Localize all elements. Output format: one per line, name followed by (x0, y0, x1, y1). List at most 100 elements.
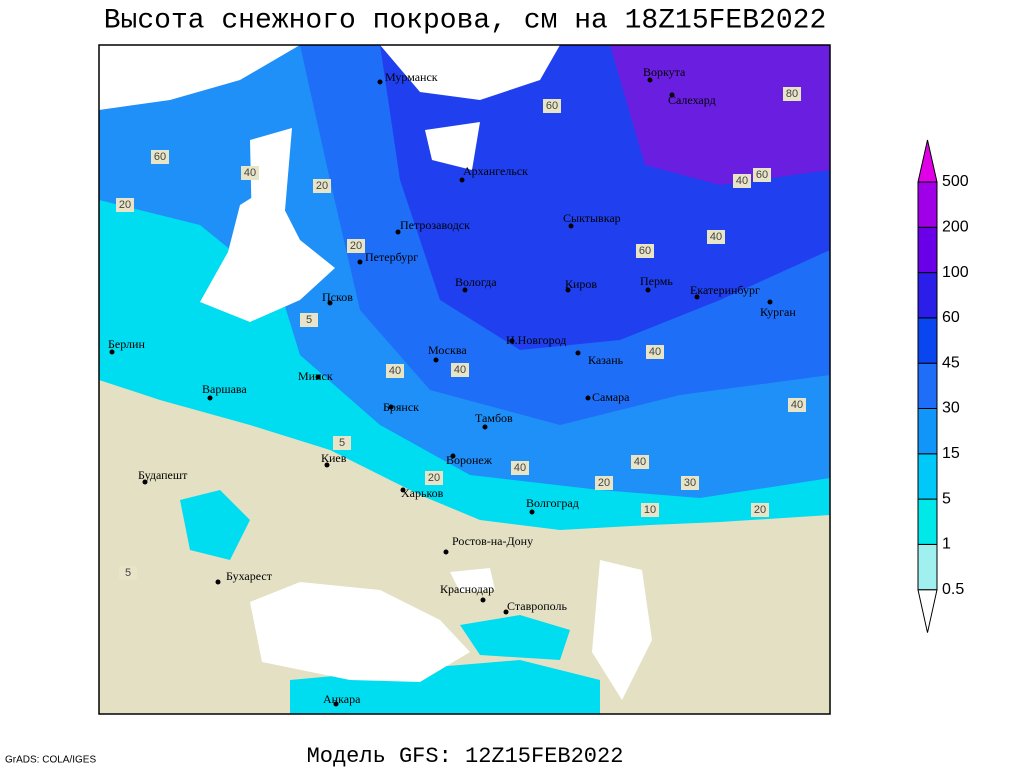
snow-patch (180, 490, 250, 560)
colorbar-label: 45 (942, 354, 960, 371)
city-dot (400, 487, 406, 493)
contour-label: 40 (389, 365, 401, 377)
city-label: Самара (592, 390, 630, 404)
contour-label: 5 (339, 437, 345, 449)
city-dot (315, 374, 321, 380)
city-label: Вологда (455, 275, 497, 289)
city-label: Краснодар (440, 582, 494, 596)
city-dot (357, 259, 363, 265)
contour-label: 5 (125, 567, 131, 579)
colorbar-bottom (917, 589, 938, 633)
city-dot (324, 462, 330, 468)
contour-label-box (151, 150, 169, 164)
colorbar-box (917, 543, 938, 591)
city-label: Брянск (383, 400, 419, 414)
contour-label-box (751, 503, 769, 517)
contour-label-box (707, 230, 725, 244)
contour-label: 20 (428, 472, 440, 484)
colorbar-box (917, 181, 938, 228)
colorbar-label: 5 (942, 490, 951, 507)
contour-label: 20 (316, 180, 328, 192)
colorbar-box (917, 362, 938, 410)
city-label: Псков (322, 290, 353, 304)
city-label: Харьков (401, 486, 444, 500)
city-label: Ставрополь (507, 599, 567, 613)
contour-label-box (333, 436, 351, 450)
contour-label-box (300, 313, 318, 327)
contour-label-box (631, 455, 649, 469)
contour-label: 30 (684, 477, 696, 489)
contour-label: 5 (306, 314, 312, 326)
contour-label-box (641, 503, 659, 517)
city-dot (645, 287, 651, 293)
contour-label-box (386, 364, 404, 378)
contour-label: 40 (736, 175, 748, 187)
contour-label-box (543, 99, 561, 113)
contour-label: 40 (649, 346, 661, 358)
city-label: Салехард (668, 93, 716, 107)
city-label: Мурманск (385, 70, 438, 84)
contour-label-box (119, 566, 137, 580)
colorbar-box (917, 317, 938, 364)
city-label: Петрозаводск (400, 218, 470, 232)
city-dot (480, 597, 486, 603)
city-label: Тамбов (475, 411, 513, 425)
city-dot (443, 549, 449, 555)
contour-label-box (783, 87, 801, 101)
sea (425, 122, 480, 170)
city-label: Екатеринбург (690, 283, 760, 297)
contour-label-box (753, 168, 771, 182)
map-frame (98, 44, 831, 715)
sea (200, 185, 335, 322)
city-dot (377, 79, 383, 85)
city-label: Москва (428, 343, 467, 357)
sea (450, 568, 495, 592)
contour-label-box (116, 198, 134, 212)
city-dot (694, 294, 700, 300)
city-dot (215, 579, 221, 585)
contour-label-box (681, 476, 699, 490)
contour-label: 40 (514, 462, 526, 474)
city-dot (565, 287, 571, 293)
contour-label: 80 (786, 88, 798, 100)
city-dot (482, 424, 488, 430)
city-dot (327, 300, 333, 306)
city-dot (207, 395, 213, 401)
contour-label-box (425, 471, 443, 485)
contour-label: 40 (454, 364, 466, 376)
city-label: Казань (588, 353, 624, 367)
contour-label: 20 (598, 477, 610, 489)
contour-label-box (636, 244, 654, 258)
sea (99, 45, 300, 110)
colorbar-box (917, 226, 938, 274)
colorbar-label: 0.5 (942, 581, 964, 598)
title: Высота снежного покрова, см на 18Z15FEB2… (104, 5, 827, 36)
contour-label: 60 (154, 151, 166, 163)
city-label: Киев (321, 451, 347, 465)
colorbar-label: 15 (942, 445, 960, 462)
contour-label-box (347, 239, 365, 253)
contour-label: 60 (756, 169, 768, 181)
contour-labels: 60 40 20 20 60 80 60 40 40 60 40 40 20 40 40 40 40 30 20 10… (116, 87, 806, 580)
sea (380, 45, 560, 100)
city-dot (669, 92, 675, 98)
city-label: Бухарест (226, 569, 273, 583)
city-dot (575, 350, 581, 356)
city-label: Архангельск (463, 164, 528, 178)
city-label: Воркута (643, 65, 686, 79)
colorbar-box (917, 453, 938, 500)
city-label: Ростов-на-Дону (452, 534, 533, 548)
contour-label: 20 (350, 240, 362, 252)
city-dot (462, 287, 468, 293)
contour-label: 40 (791, 399, 803, 411)
colorbar-box (917, 408, 938, 455)
contour-label: 20 (754, 504, 766, 516)
contour-label-box (788, 398, 806, 412)
city-dot (450, 453, 456, 459)
city-label: Минск (298, 369, 333, 383)
city-dot (529, 509, 535, 515)
city-label: Воронеж (446, 453, 493, 467)
colorbar-label: 100 (942, 264, 969, 281)
city-dot (142, 479, 148, 485)
